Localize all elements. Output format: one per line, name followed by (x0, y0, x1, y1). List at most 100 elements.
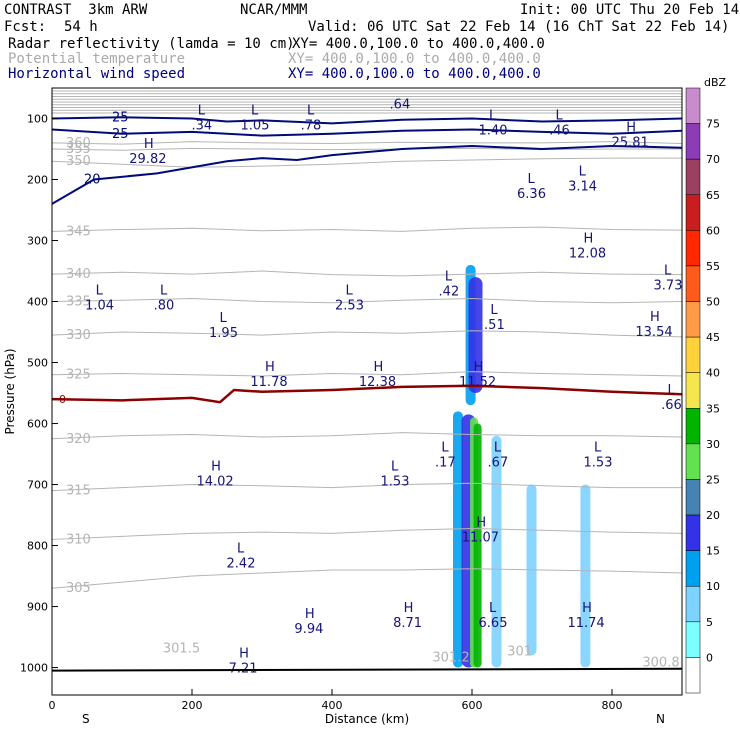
colorbar-level: 70 (706, 153, 720, 166)
theta-contour-label: 320 (66, 432, 91, 447)
reflectivity-cell (453, 411, 463, 668)
theta-contour-label: 345 (66, 224, 91, 239)
colorbar-level: 40 (706, 367, 720, 380)
theta-contour-label: 355 (66, 142, 91, 157)
reflectivity-cell (580, 484, 591, 668)
wind-contour-label: 25 (112, 110, 129, 125)
hl-marker: L (391, 459, 399, 474)
colorbar-swatch (685, 621, 701, 658)
hl-value: 11.78 (250, 375, 287, 390)
field-wind: Horizontal wind speed (8, 66, 186, 82)
theta-contour (51, 371, 683, 377)
wind-contour (51, 116, 683, 125)
theta-contour-label: 340 (66, 267, 91, 282)
hl-value: .46 (549, 123, 570, 138)
hl-marker: H (584, 232, 594, 247)
colorbar-level: 35 (706, 402, 720, 415)
y-tick-label: 800 (27, 540, 48, 553)
hl-value: 29.82 (129, 152, 166, 167)
colorbar-swatch (685, 514, 701, 551)
hl-value: 25.81 (612, 136, 649, 151)
forecast-hours: 54 h (64, 19, 98, 35)
hl-value: 2.42 (227, 557, 256, 572)
theta-value-label: 301.2 (432, 650, 469, 665)
hl-value: .66 (661, 398, 682, 413)
hl-marker: L (96, 284, 104, 299)
wind-contour-label: 20 (84, 173, 101, 188)
hl-value: 6.65 (479, 616, 508, 631)
x-tick-label: 400 (322, 699, 343, 712)
colorbar-level: 65 (706, 189, 720, 202)
zero-label: 0 (59, 393, 66, 406)
chart-header: CONTRAST 3km ARW NCAR/MMM Init: 00 UTC T… (0, 0, 740, 84)
theta-contour (51, 147, 682, 151)
colorbar-level: 10 (706, 580, 720, 593)
zero-contour: 0 (51, 384, 683, 406)
model-name: CONTRAST 3km ARW (4, 2, 148, 18)
hl-marker: H (582, 601, 592, 616)
colorbar-swatch (685, 87, 701, 124)
hl-marker: L (528, 172, 536, 187)
colorbar-swatch (685, 408, 701, 445)
hl-marker: L (579, 165, 587, 180)
hl-marker: H (144, 137, 154, 152)
colorbar-level: 55 (706, 260, 720, 273)
hl-marker: L (237, 542, 245, 557)
hl-value: 1.05 (241, 119, 270, 134)
hl-marker: L (489, 108, 497, 123)
hl-marker: H (211, 459, 221, 474)
hl-value: .42 (439, 285, 460, 300)
theta-contour-label: 350 (66, 154, 91, 169)
y-tick-label: 900 (27, 601, 48, 614)
colorbar-swatch (685, 336, 701, 373)
hl-marker: H (474, 360, 484, 375)
theta-contour-label: 305 (66, 581, 91, 596)
field-wind-xy: XY= 400.0,100.0 to 400.0,400.0 (288, 66, 541, 82)
hl-value: .17 (435, 455, 456, 470)
field-reflectivity-xy: XY= 400.0,100.0 to 400.0,400.0 (292, 36, 545, 52)
wind-contours: 25 25 20 (51, 110, 683, 205)
hl-value: .64 (390, 97, 411, 112)
hl-marker: L (594, 440, 602, 455)
y-axis-label: Pressure (hPa) (3, 348, 17, 434)
field-theta-xy: XY= 400.0,100.0 to 400.0,400.0 (288, 51, 541, 67)
theta-contour (51, 270, 683, 277)
theta-contour (51, 141, 683, 145)
hl-marker: L (307, 104, 315, 119)
hl-value: 12.38 (359, 375, 396, 390)
reflectivity-cell (491, 435, 502, 668)
organization: NCAR/MMM (240, 2, 308, 18)
x-tick-label: 800 (602, 699, 623, 712)
colorbar-level: 25 (706, 473, 720, 486)
hl-marker: H (305, 607, 315, 622)
hl-marker: L (198, 104, 206, 119)
colorbar-swatch (685, 230, 701, 267)
hl-marker: L (556, 108, 564, 123)
hl-value: 9.94 (294, 622, 323, 637)
colorbar-level: 5 (706, 616, 713, 629)
theta-contour (51, 157, 682, 168)
colorbar-level: 15 (706, 545, 720, 558)
theta-value-label: 300.8 (642, 655, 679, 670)
theta-contour-label: 335 (66, 295, 91, 310)
hl-value: 3.73 (654, 278, 683, 293)
hl-value: 12.08 (569, 247, 606, 262)
y-tick-label: 500 (27, 357, 48, 370)
theta-contour (51, 527, 683, 540)
hl-value: 1.40 (479, 123, 508, 138)
hl-value: 11.07 (462, 530, 499, 545)
colorbar-level: 20 (706, 509, 720, 522)
colorbar-swatch (685, 372, 701, 409)
colorbar-level: 30 (706, 438, 720, 451)
hl-marker: L (494, 440, 502, 455)
hl-value: 3.14 (568, 180, 597, 195)
colorbar-swatch (685, 123, 701, 160)
zero-line (51, 384, 683, 404)
hl-marker: H (404, 601, 414, 616)
wind-contour-label: 25 (112, 127, 129, 142)
forecast-label: Fcst: (4, 19, 47, 35)
hl-value: 6.36 (517, 187, 546, 202)
